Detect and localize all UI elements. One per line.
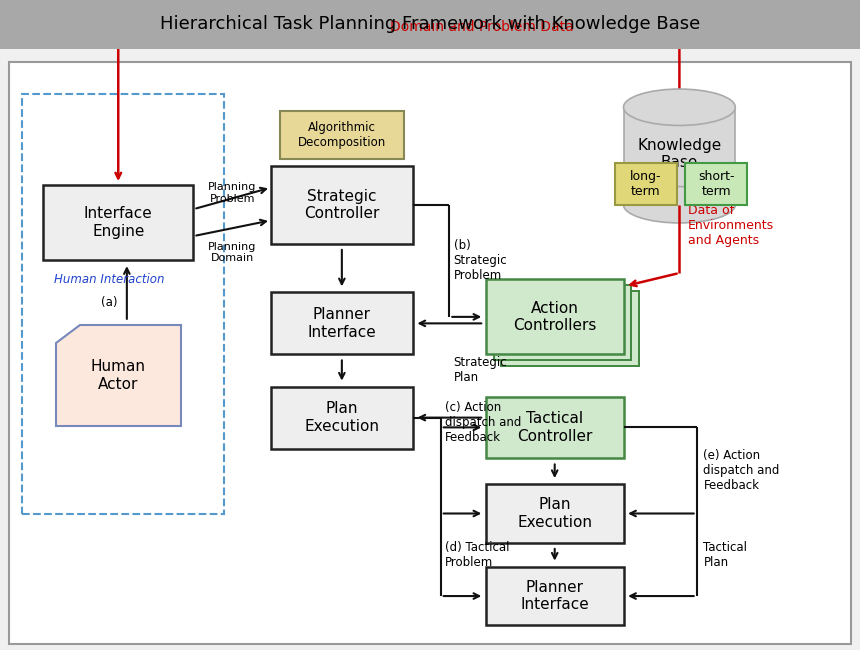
Text: Data of
Environments
and Agents: Data of Environments and Agents bbox=[688, 204, 774, 248]
Text: (b)
Strategic
Problem: (b) Strategic Problem bbox=[454, 239, 507, 282]
FancyBboxPatch shape bbox=[501, 291, 639, 366]
FancyBboxPatch shape bbox=[271, 387, 413, 448]
Ellipse shape bbox=[624, 187, 735, 223]
FancyBboxPatch shape bbox=[271, 166, 413, 244]
Text: long-
term: long- term bbox=[630, 170, 661, 198]
FancyBboxPatch shape bbox=[486, 280, 624, 354]
Text: Strategic
Plan: Strategic Plan bbox=[454, 356, 507, 385]
FancyBboxPatch shape bbox=[9, 62, 851, 644]
Text: Plan
Execution: Plan Execution bbox=[304, 402, 379, 434]
Text: Human
Actor: Human Actor bbox=[91, 359, 145, 391]
FancyBboxPatch shape bbox=[494, 285, 631, 360]
Text: Planner
Interface: Planner Interface bbox=[308, 307, 376, 339]
FancyBboxPatch shape bbox=[486, 396, 624, 458]
Text: Algorithmic
Decomposition: Algorithmic Decomposition bbox=[298, 121, 386, 149]
Text: Interface
Engine: Interface Engine bbox=[84, 207, 152, 239]
FancyBboxPatch shape bbox=[280, 111, 404, 159]
Text: Planner
Interface: Planner Interface bbox=[520, 580, 589, 612]
Text: Tactical
Controller: Tactical Controller bbox=[517, 411, 593, 443]
Polygon shape bbox=[56, 325, 181, 426]
Text: Hierarchical Task Planning Framework with Knowledge Base: Hierarchical Task Planning Framework wit… bbox=[160, 16, 700, 33]
FancyBboxPatch shape bbox=[486, 484, 624, 543]
FancyBboxPatch shape bbox=[685, 162, 747, 205]
Text: (a): (a) bbox=[101, 296, 118, 309]
Text: Planning
Problem: Planning Problem bbox=[208, 182, 256, 203]
FancyBboxPatch shape bbox=[486, 567, 624, 625]
Text: Human Interaction: Human Interaction bbox=[54, 273, 165, 286]
Text: Knowledge
Base: Knowledge Base bbox=[637, 138, 722, 170]
FancyBboxPatch shape bbox=[271, 292, 413, 354]
Text: Planning
Domain: Planning Domain bbox=[208, 242, 256, 263]
Text: short-
term: short- term bbox=[698, 170, 734, 198]
FancyBboxPatch shape bbox=[0, 0, 860, 49]
Text: (d) Tactical
Problem: (d) Tactical Problem bbox=[445, 541, 509, 569]
Text: (c) Action
dispatch and
Feedback: (c) Action dispatch and Feedback bbox=[445, 401, 521, 444]
Text: Action
Controllers: Action Controllers bbox=[513, 301, 596, 333]
FancyBboxPatch shape bbox=[624, 107, 735, 205]
Text: Strategic
Controller: Strategic Controller bbox=[304, 188, 379, 221]
Text: Plan
Execution: Plan Execution bbox=[517, 497, 593, 530]
Text: Domain and Problem Data: Domain and Problem Data bbox=[390, 20, 574, 34]
Text: (e) Action
dispatch and
Feedback: (e) Action dispatch and Feedback bbox=[703, 449, 780, 492]
FancyBboxPatch shape bbox=[43, 185, 194, 260]
FancyBboxPatch shape bbox=[615, 162, 677, 205]
Ellipse shape bbox=[624, 89, 735, 125]
Text: Tactical
Plan: Tactical Plan bbox=[703, 541, 747, 569]
